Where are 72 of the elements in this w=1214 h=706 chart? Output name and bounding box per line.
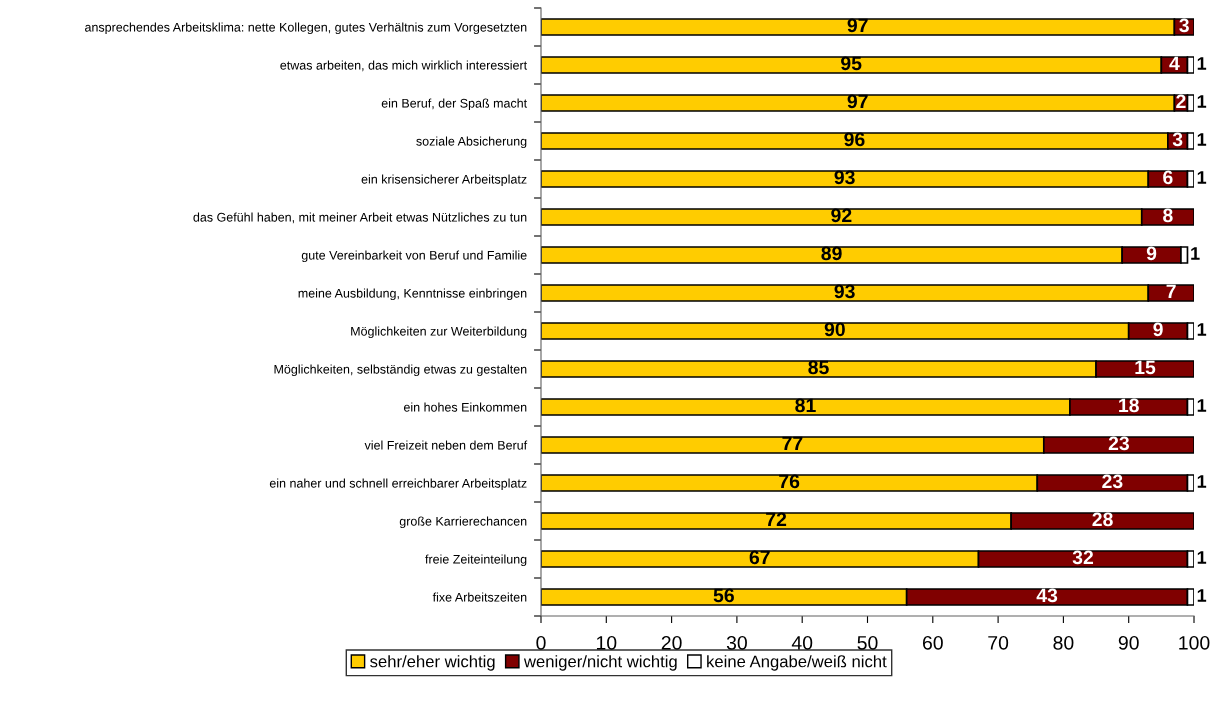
x-tick-label: 90 (1118, 635, 1139, 650)
y-tick-label: ein krisensicherer Arbeitsplatz (361, 174, 527, 187)
x-tick-label: 70 (988, 635, 1009, 650)
y-tick-label: viel Freizeit neben dem Beruf (364, 440, 528, 450)
y-tick-label: meine Ausbildung, Kenntnisse einbringen (298, 288, 527, 301)
y-tick-label: fixe Arbeitszeiten (432, 592, 527, 602)
y-tick-label: Möglichkeiten zur Weiterbildung (351, 326, 527, 339)
data-label: 1 (1197, 589, 1207, 602)
data-label: 1 (1191, 247, 1200, 260)
y-tick-label: das Gefühl haben, mit meiner Arbeit etwas Nützliches zu tun (193, 212, 527, 224)
data-label: 1 (1197, 475, 1207, 488)
data-label: 2 (1176, 94, 1186, 109)
data-label: 1 (1197, 399, 1207, 412)
data-label: 43 (1036, 588, 1058, 603)
data-label: 1 (1197, 57, 1207, 70)
x-tick-label: 10 (596, 635, 617, 650)
data-label: 81 (795, 398, 816, 413)
x-tick-label: 40 (791, 635, 813, 650)
data-label: 28 (1092, 512, 1113, 527)
y-tick-label: ein hohes Einkommen (403, 402, 527, 412)
y-tick-label: gute Vereinbarkeit von Beruf und Familie (301, 250, 527, 263)
y-tick-label: große Karrierechancen (399, 516, 527, 529)
y-tick-label: ein Beruf, der Spaß macht (381, 98, 528, 111)
data-label: 1 (1197, 95, 1207, 108)
legend-label: sehr/eher wichtig (370, 655, 495, 671)
data-label: 7 (1166, 284, 1176, 299)
x-tick-label: 20 (661, 635, 682, 650)
data-label: 95 (841, 56, 862, 71)
legend-label: weniger/nicht wichtig (523, 655, 677, 671)
data-label: 23 (1102, 474, 1123, 489)
data-label: 97 (847, 18, 868, 33)
legend-label: keine Angabe/weiß nicht (707, 655, 887, 671)
x-tick-label: 50 (857, 635, 878, 650)
x-tick-label: 0 (536, 635, 546, 650)
data-label: 6 (1163, 170, 1173, 185)
data-label: 4 (1169, 56, 1180, 71)
data-label: 3 (1179, 18, 1189, 33)
y-tick-label: etwas arbeiten, das mich wirklich interessiert (280, 60, 528, 72)
y-tick-label: ein naher und schnell erreichbarer Arbeitsplatz (269, 478, 527, 491)
data-label: 92 (831, 208, 852, 223)
x-tick-label: 60 (922, 635, 943, 650)
data-label: 93 (834, 170, 855, 185)
data-label: 9 (1153, 322, 1163, 337)
x-tick-label: 80 (1053, 635, 1074, 650)
data-label: 9 (1146, 246, 1157, 261)
y-tick-label: freie Zeiteinteilung (425, 554, 527, 567)
data-label: 1 (1197, 133, 1207, 146)
data-label: 77 (782, 436, 803, 451)
data-label: 76 (779, 474, 800, 489)
data-label: 15 (1135, 360, 1156, 375)
data-label: 1 (1197, 171, 1207, 184)
y-tick-label: soziale Absicherung (416, 136, 527, 149)
data-label: 3 (1172, 132, 1183, 147)
y-tick-label: Möglichkeiten, selbständig etwas zu gestalten (274, 364, 527, 377)
data-label: 8 (1163, 208, 1173, 223)
data-label: 32 (1072, 550, 1094, 565)
data-label: 23 (1108, 436, 1130, 451)
data-label: 18 (1119, 398, 1139, 413)
y-tick-label: ansprechendes Arbeitsklima: nette Kollegen, gutes Verhältnis zum Vorgesetzten (85, 22, 527, 35)
data-label: 93 (834, 284, 855, 299)
data-label: 67 (749, 550, 770, 565)
data-label: 1 (1197, 323, 1207, 336)
data-label: 1 (1197, 551, 1207, 564)
data-label: 85 (808, 360, 829, 375)
data-label: 56 (713, 588, 734, 603)
data-label: 90 (824, 322, 845, 337)
x-tick-label: 30 (726, 635, 747, 650)
data-label: 89 (821, 246, 842, 261)
data-label: 96 (844, 132, 865, 147)
data-label: 72 (766, 512, 787, 527)
x-tick-label: 100 (1179, 635, 1210, 650)
data-label: 97 (847, 94, 868, 109)
